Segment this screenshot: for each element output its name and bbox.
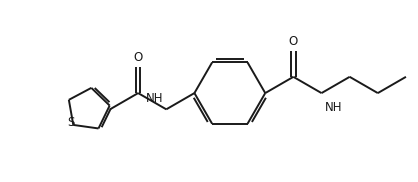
Text: NH: NH bbox=[324, 101, 342, 114]
Text: O: O bbox=[133, 51, 143, 64]
Text: S: S bbox=[68, 116, 75, 129]
Text: O: O bbox=[289, 35, 298, 48]
Text: NH: NH bbox=[146, 92, 163, 105]
